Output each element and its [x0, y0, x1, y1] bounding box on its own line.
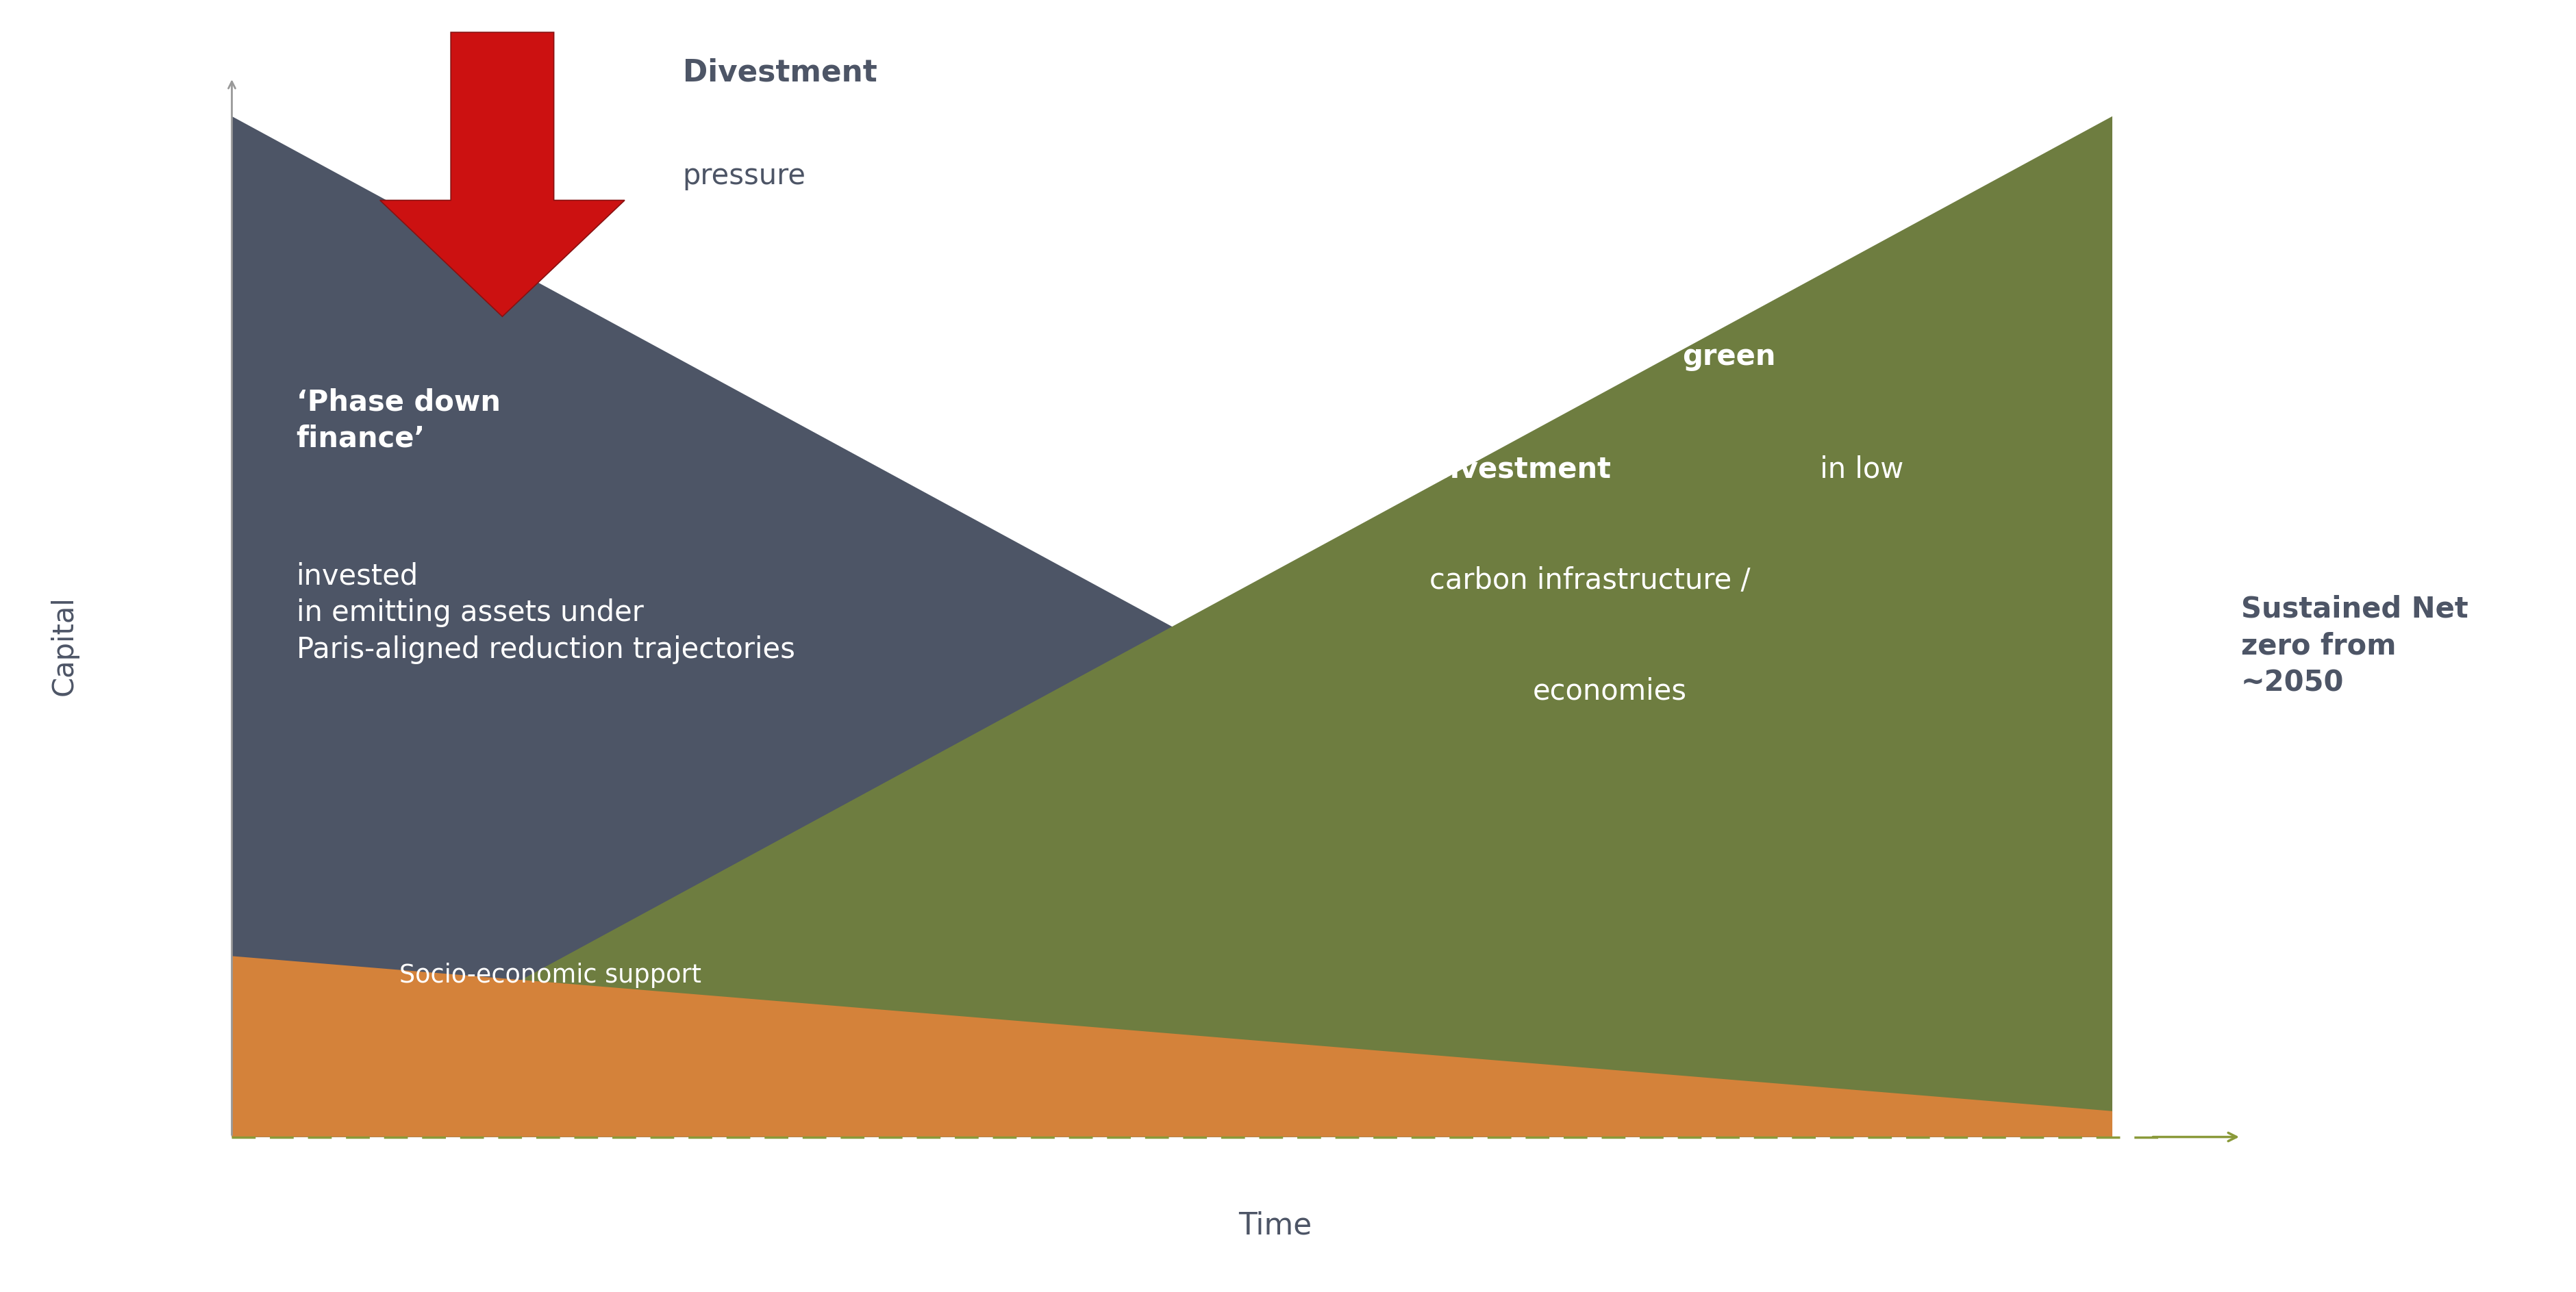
FancyArrow shape	[381, 32, 623, 317]
Text: investment: investment	[1430, 455, 1610, 483]
Text: ‘Phase down
finance’: ‘Phase down finance’	[296, 388, 500, 453]
Text: Growing: Growing	[1430, 342, 1556, 371]
Text: Divestment: Divestment	[683, 58, 876, 88]
Polygon shape	[232, 116, 2112, 1137]
Text: carbon infrastructure /: carbon infrastructure /	[1430, 566, 1752, 594]
Text: Sustained Net
zero from
~2050: Sustained Net zero from ~2050	[2241, 594, 2468, 698]
Text: pressure: pressure	[683, 162, 806, 190]
Text: green: green	[1682, 342, 1775, 371]
Text: invested
in emitting assets under
Paris-aligned reduction trajectories: invested in emitting assets under Paris-…	[296, 562, 796, 664]
Text: Capital: Capital	[49, 596, 80, 696]
Text: economies: economies	[1533, 677, 1687, 705]
Polygon shape	[232, 956, 2112, 1137]
Text: in low: in low	[1811, 455, 1904, 483]
Polygon shape	[232, 116, 2112, 1137]
Text: Socio-economic support: Socio-economic support	[399, 963, 701, 988]
Text: Time: Time	[1239, 1211, 1311, 1240]
